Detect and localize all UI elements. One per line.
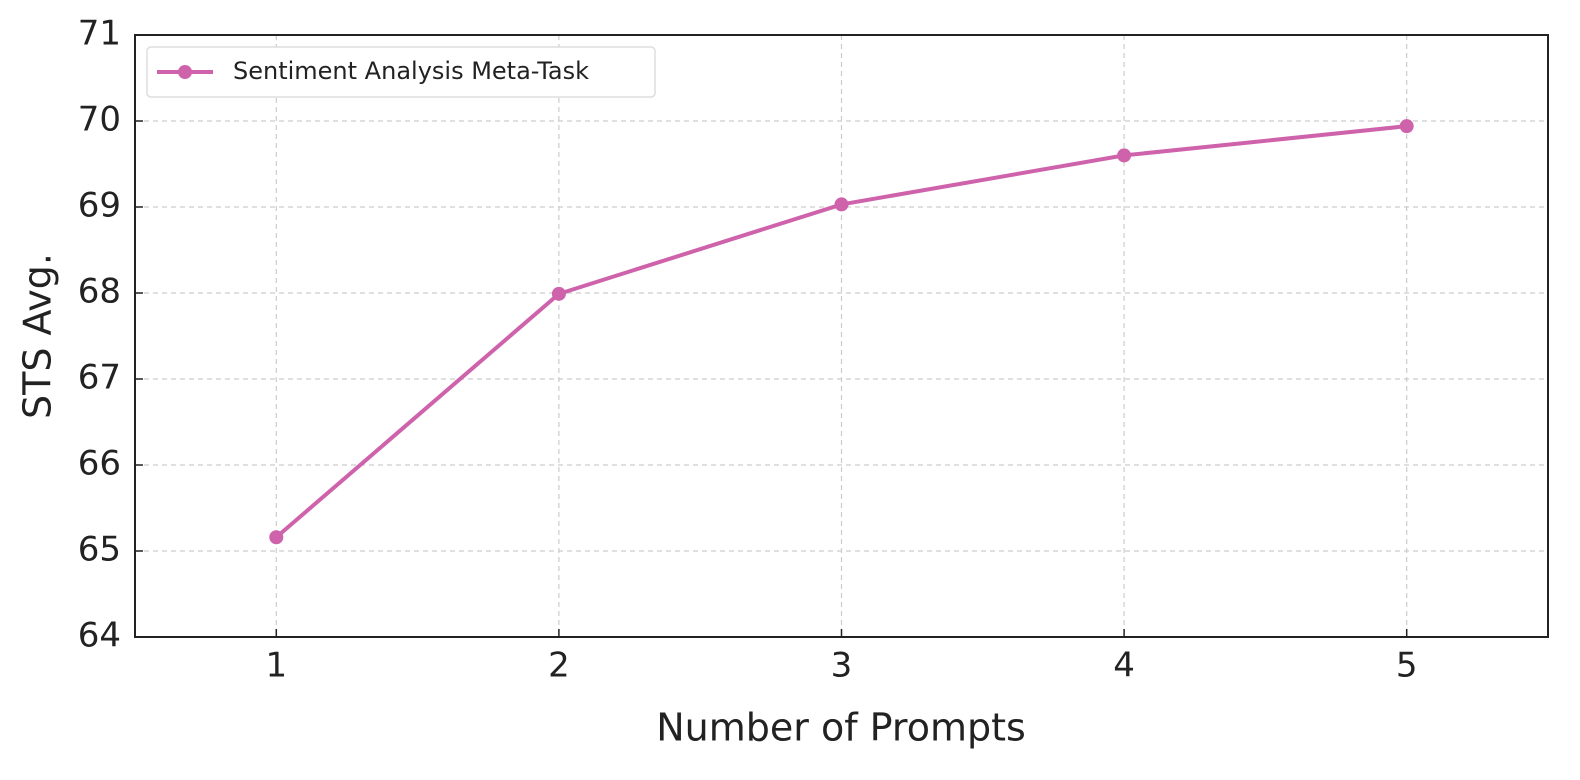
x-tick-label: 1 [265, 646, 287, 686]
x-tick-label: 2 [548, 646, 570, 686]
x-tick-label: 4 [1113, 646, 1135, 686]
y-tick-label: 66 [78, 444, 121, 484]
y-tick-label: 70 [78, 100, 121, 140]
y-tick-label: 65 [78, 530, 121, 570]
legend: Sentiment Analysis Meta-Task [146, 46, 656, 98]
line [274, 124, 1407, 539]
y-tick-label: 67 [78, 358, 121, 398]
y-tick-label: 64 [78, 616, 121, 656]
x-tick-label: 5 [1396, 646, 1418, 686]
legend-marker [178, 65, 192, 79]
y-axis-label: STS Avg. [16, 253, 60, 419]
x-tick-label: 3 [831, 646, 853, 686]
y-tick-label: 71 [78, 14, 121, 54]
y-tick-label: 69 [78, 186, 121, 226]
plot-frame [134, 34, 1549, 638]
x-axis-label: Number of Prompts [656, 706, 1026, 750]
point [551, 286, 566, 301]
point [834, 197, 849, 212]
y-tick-label: 68 [78, 272, 121, 312]
point [1399, 119, 1414, 134]
legend-box [146, 46, 656, 98]
point [269, 530, 284, 545]
legend-label: Sentiment Analysis Meta-Task [233, 57, 589, 85]
point [1117, 148, 1132, 163]
